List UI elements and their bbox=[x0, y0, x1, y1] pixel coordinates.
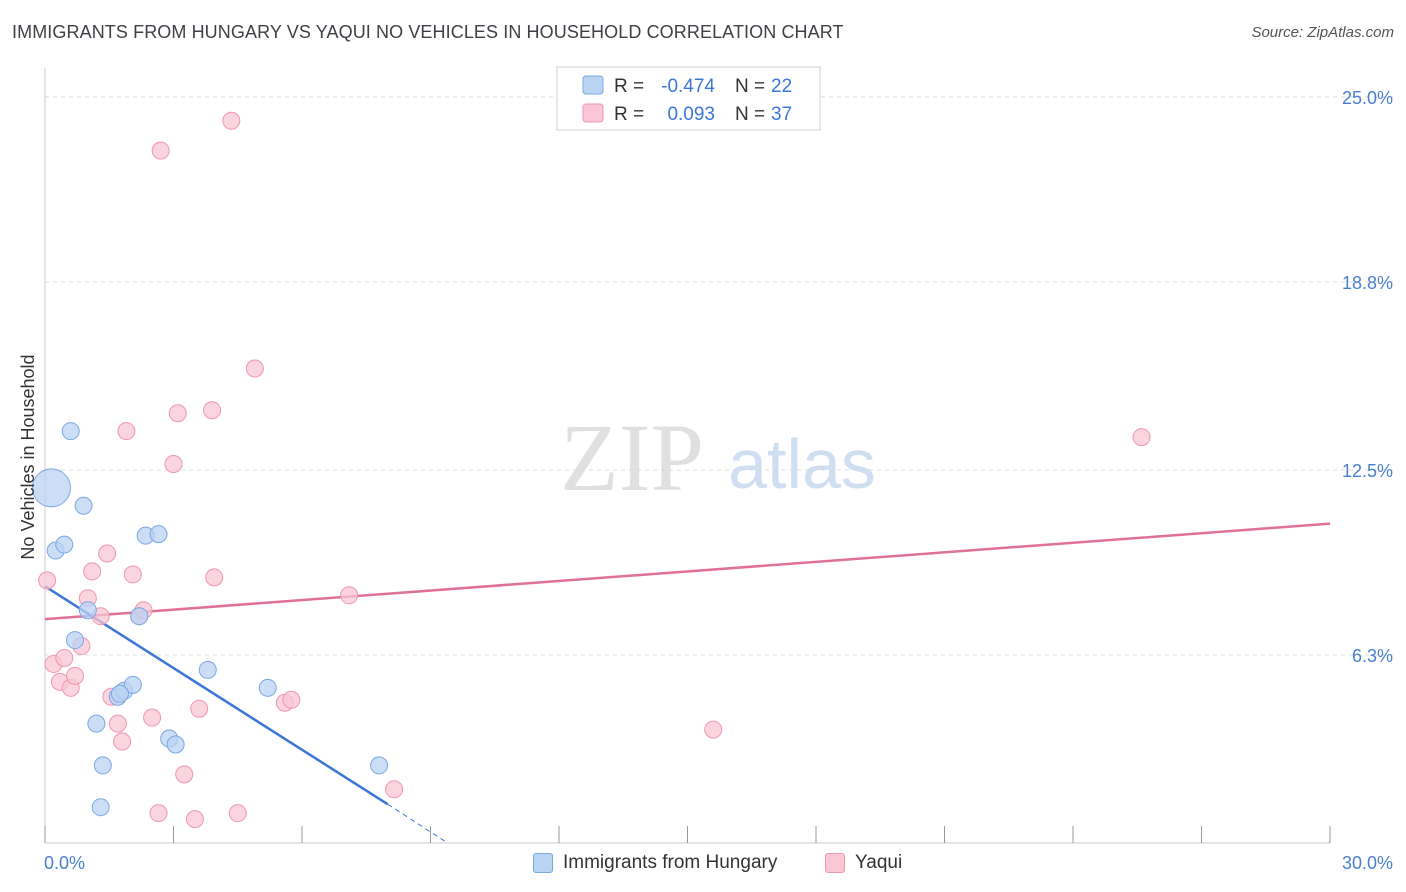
point-yaqui bbox=[205, 568, 224, 587]
legend-item-hungary[interactable]: Immigrants from Hungary bbox=[533, 852, 777, 874]
point-yaqui bbox=[117, 422, 136, 441]
data-points bbox=[31, 111, 1151, 829]
point-yaqui bbox=[190, 699, 209, 718]
point-hungary bbox=[78, 601, 97, 620]
point-yaqui bbox=[1132, 428, 1151, 447]
point-yaqui bbox=[149, 804, 168, 823]
point-yaqui bbox=[704, 720, 723, 739]
legend-r-value-1: -0.474 bbox=[661, 76, 715, 97]
legend-label-hungary: Immigrants from Hungary bbox=[563, 852, 778, 873]
legend-n-value-1: 22 bbox=[771, 76, 792, 97]
chart-title: IMMIGRANTS FROM HUNGARY VS YAQUI NO VEHI… bbox=[12, 22, 844, 42]
tick-labels: 6.3% 12.5% 18.8% 25.0% 0.0% 30.0% bbox=[44, 88, 1393, 873]
x-tick-label-min: 0.0% bbox=[44, 853, 85, 873]
source-credit: Source: ZipAtlas.com bbox=[1251, 24, 1394, 41]
trend-line-hungary-extension bbox=[387, 803, 448, 844]
point-yaqui bbox=[245, 359, 264, 378]
legend-r-label-1: R = bbox=[614, 76, 644, 97]
legend-swatch-pink bbox=[582, 103, 604, 123]
legend-r-label-2: R = bbox=[614, 104, 644, 125]
point-hungary bbox=[130, 607, 149, 626]
legend-n-label-1: N = bbox=[735, 76, 765, 97]
point-yaqui bbox=[38, 571, 57, 590]
y-tick-label: 25.0% bbox=[1342, 88, 1393, 108]
point-yaqui bbox=[108, 714, 127, 733]
watermark-atlas: atlas bbox=[728, 425, 876, 503]
point-hungary bbox=[55, 535, 74, 554]
point-yaqui bbox=[55, 648, 74, 667]
trend-line-yaqui bbox=[44, 522, 1331, 621]
point-hungary bbox=[149, 525, 168, 544]
y-axis-label: No Vehicles in Household bbox=[18, 354, 38, 559]
point-yaqui bbox=[98, 544, 117, 563]
point-hungary bbox=[31, 468, 71, 508]
point-yaqui bbox=[143, 708, 162, 727]
point-yaqui bbox=[185, 810, 204, 829]
point-yaqui bbox=[203, 401, 222, 420]
series-legend: Immigrants from Hungary Yaqui bbox=[0, 848, 1406, 884]
point-hungary bbox=[370, 756, 389, 775]
point-hungary bbox=[74, 496, 93, 515]
point-hungary bbox=[110, 684, 129, 703]
point-yaqui bbox=[65, 666, 84, 685]
point-hungary bbox=[65, 631, 84, 650]
point-yaqui bbox=[164, 454, 183, 473]
point-yaqui bbox=[83, 562, 102, 581]
legend-n-label-2: N = bbox=[735, 104, 765, 125]
point-yaqui bbox=[340, 586, 359, 605]
point-hungary bbox=[258, 678, 277, 697]
legend-label-yaqui: Yaqui bbox=[855, 852, 903, 873]
point-yaqui bbox=[175, 765, 194, 784]
correlation-legend: R = -0.474 N = 22 R = 0.093 N = 37 bbox=[556, 66, 821, 131]
axes bbox=[44, 68, 1331, 844]
legend-swatch-hungary bbox=[533, 853, 553, 873]
point-yaqui bbox=[282, 690, 301, 709]
point-yaqui bbox=[168, 404, 187, 423]
point-hungary bbox=[87, 714, 106, 733]
point-yaqui bbox=[385, 780, 404, 799]
legend-item-yaqui[interactable]: Yaqui bbox=[825, 852, 902, 874]
point-yaqui bbox=[151, 141, 170, 160]
x-tick-label-max: 30.0% bbox=[1342, 853, 1393, 873]
point-hungary bbox=[198, 660, 217, 679]
y-tick-label: 6.3% bbox=[1352, 646, 1393, 666]
point-hungary bbox=[91, 798, 110, 817]
point-hungary bbox=[61, 422, 80, 441]
y-tick-label: 18.8% bbox=[1342, 273, 1393, 293]
point-yaqui bbox=[113, 732, 132, 751]
watermark: ZIP atlas bbox=[560, 404, 876, 511]
gridlines bbox=[45, 96, 1395, 656]
trend-lines bbox=[44, 522, 1331, 844]
legend-n-value-2: 37 bbox=[771, 104, 792, 125]
point-yaqui bbox=[123, 565, 142, 584]
point-hungary bbox=[123, 675, 142, 694]
point-yaqui bbox=[222, 111, 241, 130]
legend-r-value-2: 0.093 bbox=[667, 104, 715, 125]
legend-swatch-blue bbox=[582, 75, 604, 95]
watermark-zip: ZIP bbox=[560, 404, 704, 511]
y-tick-label: 12.5% bbox=[1342, 461, 1393, 481]
point-hungary bbox=[93, 756, 112, 775]
point-yaqui bbox=[228, 804, 247, 823]
legend-swatch-yaqui bbox=[825, 853, 845, 873]
point-hungary bbox=[166, 735, 185, 754]
